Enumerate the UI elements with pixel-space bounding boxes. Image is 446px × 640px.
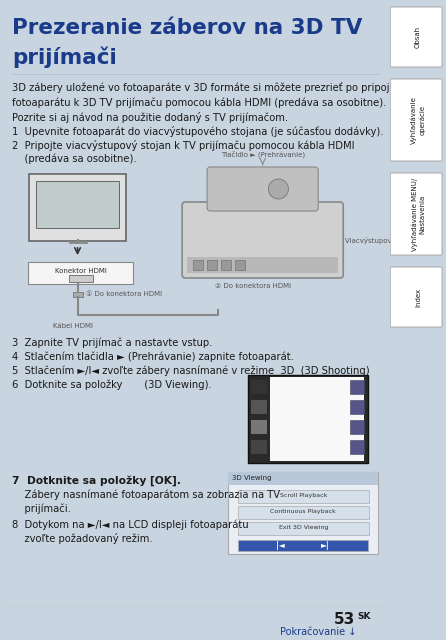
Bar (228, 472, 378, 485)
Text: 6  Dotknite sa položky       (3D Viewing).: 6 Dotknite sa položky (3D Viewing). (12, 380, 212, 390)
Bar (251, 420, 267, 434)
Text: Index: Index (415, 287, 421, 307)
Bar (207, 260, 217, 270)
Text: Vyhľadávanie
operácie: Vyhľadávanie operácie (411, 96, 425, 144)
FancyBboxPatch shape (182, 202, 343, 278)
Text: prijímači: prijímači (12, 46, 117, 67)
FancyBboxPatch shape (69, 275, 93, 282)
Text: Kábel HDMI: Kábel HDMI (53, 323, 93, 329)
Text: Exit 3D Viewing: Exit 3D Viewing (278, 525, 328, 531)
Bar (350, 440, 364, 454)
Bar (238, 540, 368, 551)
FancyBboxPatch shape (390, 79, 442, 161)
Text: 2  Pripojte viacvýstupový stojan k TV prijímaču pomocou kábla HDMI: 2 Pripojte viacvýstupový stojan k TV pri… (12, 140, 355, 151)
Text: Obsah: Obsah (415, 26, 421, 48)
FancyBboxPatch shape (238, 490, 369, 502)
Bar (221, 260, 231, 270)
Circle shape (268, 179, 289, 199)
Text: Viacvýstupový stojan: Viacvýstupový stojan (345, 237, 420, 243)
Bar (251, 380, 267, 394)
Text: |◄: |◄ (277, 541, 285, 550)
Bar (28, 262, 133, 284)
Bar (270, 377, 364, 461)
Text: SK: SK (357, 612, 371, 621)
Text: 3D zábery uložené vo fotoaparáte v 3D formáte si môžete prezrieť po pripojení
fo: 3D zábery uložené vo fotoaparáte v 3D fo… (12, 82, 405, 124)
Text: 4  Stlačením tlačidla ► (Prehrávanie) zapnite fotoaparát.: 4 Stlačením tlačidla ► (Prehrávanie) zap… (12, 352, 294, 362)
Bar (251, 440, 267, 454)
Text: 7  Dotknite sa položky [OK].: 7 Dotknite sa položky [OK]. (12, 475, 181, 486)
Bar (187, 257, 338, 273)
Text: ② Do konektora HDMI: ② Do konektora HDMI (215, 283, 291, 289)
Bar (235, 260, 245, 270)
Text: zvoľte požadovaný režim.: zvoľte požadovaný režim. (12, 533, 153, 544)
Text: Zábery nasnímané fotoaparátom sa zobrazia na TV: Zábery nasnímané fotoaparátom sa zobrazi… (12, 490, 280, 500)
Text: 3  Zapnite TV prijímač a nastavte vstup.: 3 Zapnite TV prijímač a nastavte vstup. (12, 338, 212, 349)
Bar (248, 375, 368, 463)
Bar (193, 260, 203, 270)
FancyBboxPatch shape (390, 7, 442, 67)
Text: prijímači.: prijímači. (12, 503, 71, 513)
Bar (228, 472, 378, 554)
FancyBboxPatch shape (238, 522, 369, 534)
Text: 8  Dotykom na ►/I◄ na LCD displeji fotoaparátu: 8 Dotykom na ►/I◄ na LCD displeji fotoap… (12, 520, 248, 531)
Bar (73, 292, 83, 297)
Text: 1  Upevnite fotoaparát do viacvýstupového stojana (je súčasťou dodávky).: 1 Upevnite fotoaparát do viacvýstupového… (12, 126, 384, 137)
Text: ① Do konektora HDMI: ① Do konektora HDMI (86, 291, 162, 297)
Text: Prezeranie záberov na 3D TV: Prezeranie záberov na 3D TV (12, 18, 363, 38)
FancyBboxPatch shape (390, 173, 442, 255)
Text: Konektor HDMI: Konektor HDMI (54, 268, 107, 274)
Bar (350, 420, 364, 434)
Text: 53: 53 (334, 612, 355, 627)
Bar (36, 181, 119, 228)
Bar (350, 400, 364, 414)
FancyBboxPatch shape (238, 506, 369, 518)
Text: ►|: ►| (321, 541, 330, 550)
Bar (350, 380, 364, 394)
Text: (predáva sa osobitne).: (predáva sa osobitne). (12, 153, 136, 163)
FancyBboxPatch shape (390, 267, 442, 327)
Bar (251, 400, 267, 414)
Text: 3D Viewing: 3D Viewing (232, 475, 272, 481)
Text: Pokračovanie ↓: Pokračovanie ↓ (280, 627, 356, 637)
Text: 5  Stlačením ►/I◄ zvoľte zábery nasnímané v režime  3D  (3D Shooting): 5 Stlačením ►/I◄ zvoľte zábery nasnímané… (12, 366, 370, 376)
Text: Scroll Playback: Scroll Playback (280, 493, 327, 499)
FancyBboxPatch shape (29, 174, 126, 241)
Text: Tlačidlo ► (Prehrávanie): Tlačidlo ► (Prehrávanie) (221, 150, 305, 157)
FancyBboxPatch shape (207, 167, 318, 211)
Text: Vyhľadávanie MENU/
Nastavenia: Vyhľadávanie MENU/ Nastavenia (411, 177, 425, 251)
Text: Continuous Playback: Continuous Playback (270, 509, 336, 515)
